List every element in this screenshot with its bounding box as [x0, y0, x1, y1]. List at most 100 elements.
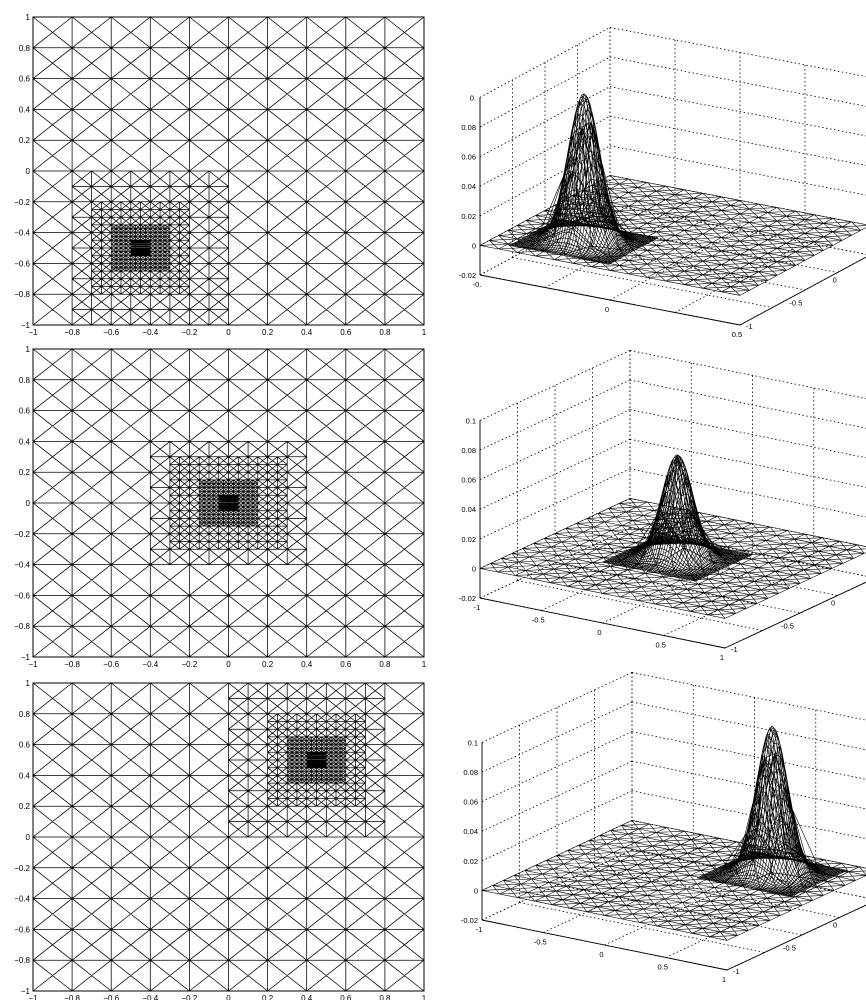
y-tick-label: -0.5 [789, 299, 802, 308]
gridline [631, 672, 866, 721]
x-tick-label: −0.2 [182, 328, 198, 337]
x-axis [481, 919, 728, 971]
x-tick-label: 0.6 [340, 328, 352, 337]
gridline [479, 468, 631, 540]
gridline [481, 790, 633, 862]
gridline [629, 350, 866, 399]
mesh-panel-4: −1 −0.8 −0.6 −0.4 −0.2 0 0.2 0.4 0.6 0.8 1 −1 −0.8 −0… [14, 679, 427, 1000]
y-tick-label: −0.2 [14, 530, 30, 539]
gridline [479, 56, 611, 128]
x-tick-label: −0.8 [64, 328, 80, 337]
gridline [726, 904, 866, 971]
x-tick-label: 0 [599, 950, 603, 959]
gridline [609, 86, 866, 137]
y-tick-label: −1 [21, 321, 31, 330]
z-tick-label: 0.06 [463, 798, 478, 807]
y-tick-label: -0.5 [781, 622, 794, 631]
x-tick-label: −0.4 [142, 328, 158, 337]
y-tick-label: 0.8 [19, 44, 31, 53]
z-tick-label: 0.08 [461, 123, 476, 132]
gridline [674, 242, 806, 313]
x-tick-label: 0 [226, 328, 231, 337]
gridline [609, 27, 866, 78]
y-tick-label: 0 [833, 920, 837, 929]
z-tick-label: 0 [472, 564, 476, 573]
y-tick-label: 0.2 [19, 136, 31, 145]
z-tick-label: 0 [472, 241, 476, 250]
y-tick-label: 0.6 [19, 407, 31, 416]
axes-box [479, 350, 866, 649]
x-tick-label: −0.4 [142, 660, 158, 669]
gridline [594, 867, 840, 918]
gridline [609, 56, 866, 107]
y-tick-label: 0 [26, 167, 31, 176]
y-tick-label: -1 [731, 645, 738, 654]
mesh-lines [32, 348, 425, 658]
x-tick-label: 1 [422, 328, 427, 337]
y-tick-label: -1 [733, 967, 740, 976]
gridline [609, 115, 866, 166]
x-tick-label: 0.2 [262, 660, 274, 669]
y-tick-label: 1 [26, 345, 31, 354]
z-tick-label: 0 [474, 886, 478, 895]
y-tick-label: 0 [833, 275, 837, 284]
y-axis [739, 256, 866, 326]
surface-mesh [479, 92, 866, 296]
gridline [629, 409, 866, 459]
z-tick-label: 0.02 [463, 857, 478, 866]
z-tick-label: 0.06 [461, 476, 476, 485]
y-tick-label: 0.6 [19, 741, 31, 750]
x-tick-label: −0.6 [103, 660, 119, 669]
y-tick-label: 0.2 [19, 802, 31, 811]
gridline [481, 731, 633, 802]
x-tick-label: 0 [605, 305, 609, 314]
y-axis [726, 904, 866, 971]
x-tick-label: -0. [473, 280, 482, 289]
surface-panel-3: -0.02 0 0.02 0.04 0.06 0.08 0.1 -1 -0.5 0 0.5 1 -1 -0… [459, 350, 866, 662]
y-tick-label: 0.8 [19, 710, 31, 719]
mesh-triangles [32, 16, 425, 326]
z-tick-label: 0.02 [461, 212, 476, 221]
gridline [479, 27, 611, 98]
gridline [554, 562, 801, 614]
x-tick-label: 1 [422, 994, 427, 1000]
x-axis [479, 274, 741, 326]
x-tick-label: 0.2 [262, 328, 274, 337]
gridline [609, 145, 866, 196]
surface-mesh [479, 453, 866, 619]
y-tick-label: 0.8 [19, 376, 31, 385]
y-tick-label: −0.4 [14, 895, 30, 904]
y-tick-label: −0.4 [14, 229, 30, 238]
x-tick-label: −0.8 [64, 660, 80, 669]
x-tick-label: −0.6 [103, 994, 119, 1000]
x-tick-label: 0.8 [379, 660, 391, 669]
gridline [629, 468, 866, 518]
y-tick-label: −0.2 [14, 198, 30, 207]
y-tick-label: 0.4 [19, 105, 31, 114]
x-tick-label: −1 [28, 994, 38, 1000]
z-tick-label: 0.1 [468, 738, 478, 747]
z-tick-label: 0.04 [461, 182, 476, 191]
x-tick-label: −0.2 [182, 994, 198, 1000]
z-tick-label: -0.02 [461, 916, 478, 925]
x-tick-label: 0.4 [301, 328, 313, 337]
x-tick-label: −1 [28, 660, 38, 669]
z-tick-label: 0.04 [461, 505, 476, 514]
x-tick-label: 1 [422, 660, 427, 669]
y-tick-label: -0.5 [783, 944, 796, 953]
y-tick-label: −0.6 [14, 591, 30, 600]
z-tick-label: 0.08 [461, 446, 476, 455]
gridline [631, 760, 866, 810]
y-tick-label: 1 [26, 679, 31, 688]
z-tick-label: 0.04 [463, 827, 478, 836]
z-tick-label: 0.08 [463, 768, 478, 777]
gridline [556, 884, 803, 936]
x-tick-label: −0.4 [142, 994, 158, 1000]
z-tick-label: 0. [470, 93, 476, 102]
x-tick-label: 1 [722, 975, 726, 984]
mesh-triangles [32, 682, 425, 992]
y-tick-label: −1 [21, 653, 31, 662]
gridline [479, 409, 631, 480]
x-tick-label: 0.2 [262, 994, 274, 1000]
